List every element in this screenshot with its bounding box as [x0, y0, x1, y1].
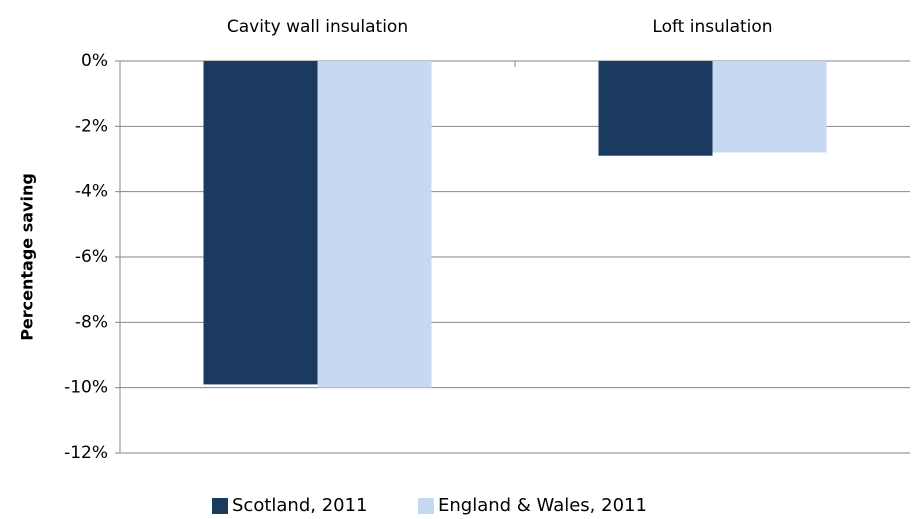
legend-swatch	[212, 498, 228, 514]
y-tick-label: -2%	[75, 116, 108, 136]
y-axis-title: Percentage saving	[18, 173, 37, 341]
bar	[203, 61, 318, 385]
bar	[317, 61, 432, 388]
x-tick-label: Loft insulation	[652, 17, 772, 37]
legend-label: Scotland, 2011	[232, 495, 368, 516]
x-tick-label: Cavity wall insulation	[227, 17, 408, 37]
y-tick-label: -10%	[64, 378, 108, 398]
y-tick-label: 0%	[81, 51, 108, 71]
bar	[598, 61, 713, 156]
legend-label: England & Wales, 2011	[438, 495, 647, 516]
y-tick-label: -8%	[75, 312, 108, 332]
y-tick-label: -4%	[75, 182, 108, 202]
y-tick-label: -12%	[64, 443, 108, 463]
bar	[712, 61, 827, 153]
legend-swatch	[418, 498, 434, 514]
y-tick-label: -6%	[75, 247, 108, 267]
